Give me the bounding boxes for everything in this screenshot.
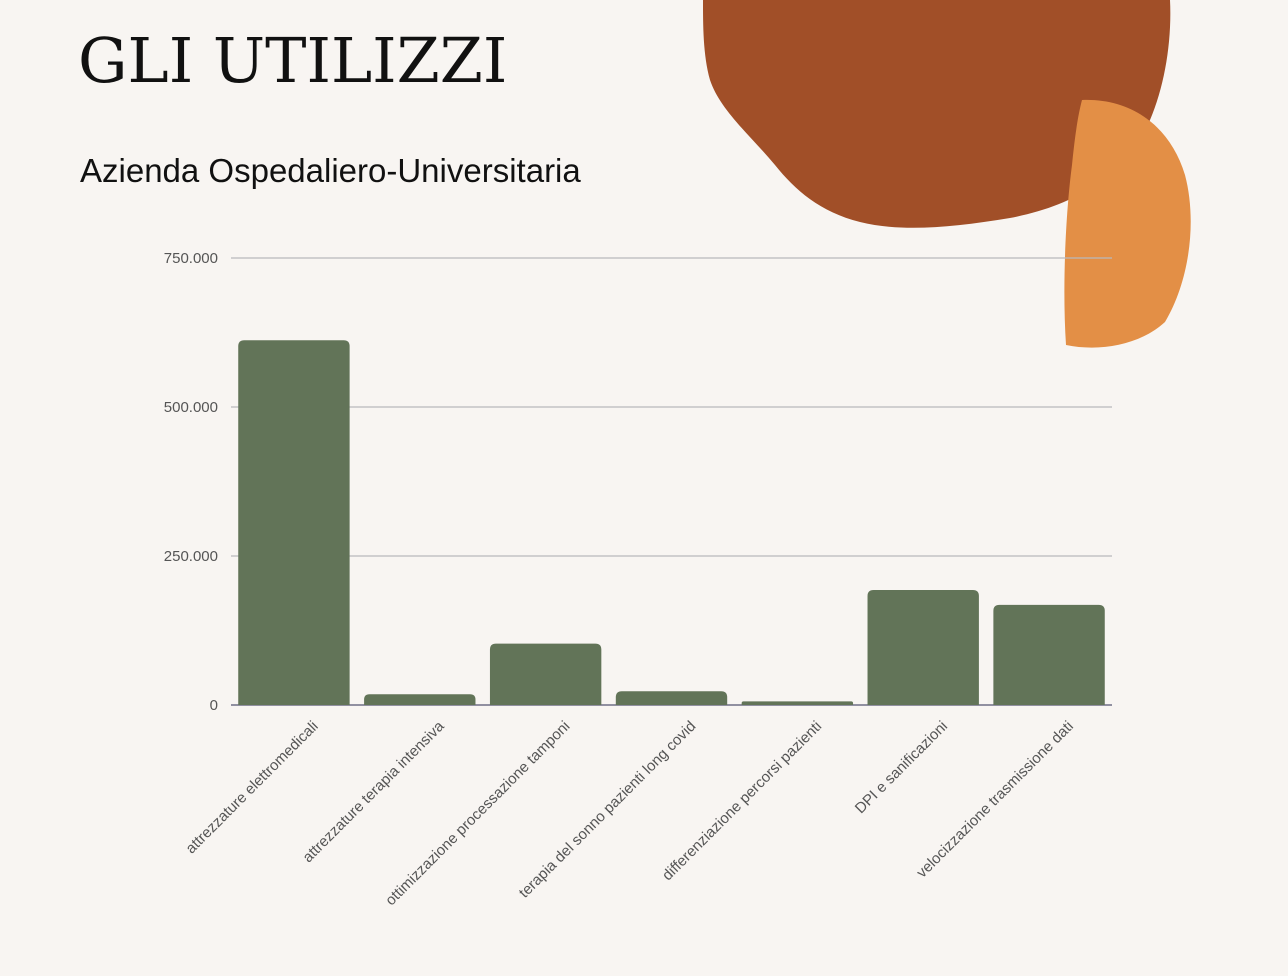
bar-2 [489,643,602,705]
page-subtitle: Azienda Ospedaliero-Universitaria [80,152,581,189]
y-tick-label: 500.000 [164,399,218,416]
bar-0 [238,340,350,705]
y-tick-label: 0 [210,697,218,714]
x-category-label: DPI e sanificazioni [852,718,951,817]
bar-3 [615,691,728,705]
y-tick-label: 750.000 [164,250,218,267]
bar-5 [867,589,979,705]
bar-4 [741,701,854,705]
bar-1 [364,694,476,705]
x-category-label: attrezzature terapia intensiva [299,717,448,866]
x-category-label: attrezzature elettromedicali [182,718,321,857]
page-title: GLI UTILIZZI [78,24,508,97]
y-tick-label: 250.000 [164,548,218,565]
bar-6 [993,604,1105,705]
